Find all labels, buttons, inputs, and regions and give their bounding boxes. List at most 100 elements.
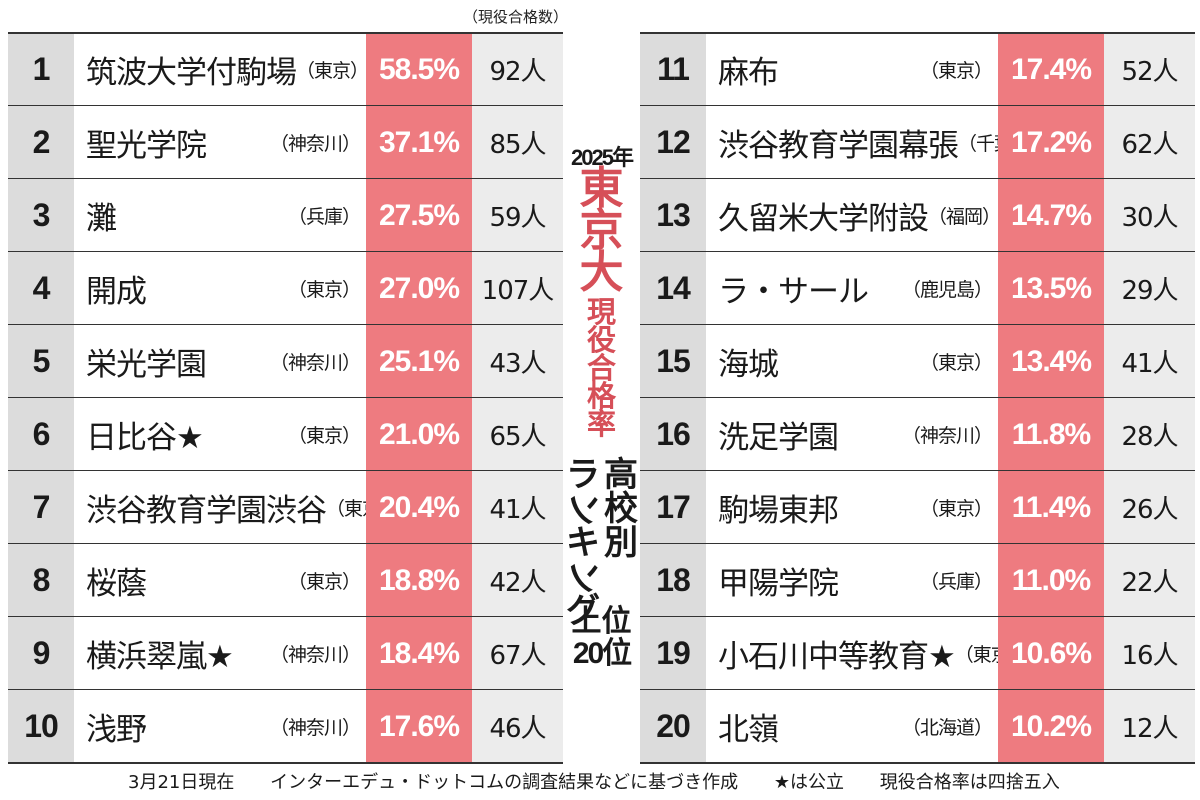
pass-rate-cell: 18.4% [366,617,472,690]
prefecture-label: （東京） [287,279,361,301]
school-cell: 浅野 （神奈川） [74,690,366,763]
pass-count-cell: 41人 [1104,325,1195,398]
pass-count-cell: 43人 [472,325,563,398]
school-name: 聖光学院 [86,128,207,164]
rank-cell: 5 [8,325,74,398]
school-cell: 日比谷★ （東京） [74,398,366,471]
prefecture-label: （東京） [919,352,993,374]
school-name: 甲陽学院 [718,566,839,602]
prefecture-label: （神奈川） [269,644,361,666]
school-name: ラ・サール [718,274,869,310]
table-row: 17 駒場東邦 （東京） 11.4% 26人 [640,471,1195,545]
table-row: 6 日比谷★ （東京） 21.0% 65人 [8,398,563,472]
pass-count-cell: 30人 [1104,179,1195,252]
school-name: 久留米大学附設 [718,201,929,237]
prefecture-label: （東京） [287,425,361,447]
rank-cell: 2 [8,106,74,179]
pass-count-cell: 22人 [1104,544,1195,617]
school-name: 開成 [86,274,147,310]
pass-rate-cell: 17.2% [998,106,1104,179]
top-20-label: 上位 20位 [564,606,639,670]
school-cell: ラ・サール （鹿児島） [706,252,998,325]
table-row: 2 聖光学院 （神奈川） 37.1% 85人 [8,106,563,180]
school-name: 横浜翠嵐★ [86,639,234,675]
pass-rate-cell: 37.1% [366,106,472,179]
prefecture-label: （神奈川） [269,352,361,374]
prefecture-label: （兵庫） [919,571,993,593]
prefecture-label: （東京） [919,60,993,82]
rank-cell: 4 [8,252,74,325]
top-label-1: 上位 [571,604,632,639]
pass-count-cell: 29人 [1104,252,1195,325]
footer-date: 3月21日現在 [128,772,235,793]
header-note: （現役合格数） [463,8,569,26]
prefecture-label: （福岡） [928,206,1001,228]
school-name: 栄光学園 [86,347,207,383]
pass-rate-cell: 20.4% [366,471,472,544]
pass-count-cell: 65人 [472,398,563,471]
pass-count-cell: 28人 [1104,398,1195,471]
school-cell: 栄光学園 （神奈川） [74,325,366,398]
table-row: 12 渋谷教育学園幕張 （千葉） 17.2% 62人 [640,106,1195,180]
pass-count-cell: 46人 [472,690,563,763]
rank-cell: 8 [8,544,74,617]
prefecture-label: （東京） [287,571,361,593]
rank-cell: 20 [640,690,706,763]
school-cell: 麻布 （東京） [706,33,998,106]
pass-rate-cell: 21.0% [366,398,472,471]
pass-count-cell: 59人 [472,179,563,252]
school-name: 小石川中等教育★ [718,639,956,675]
school-cell: 海城 （東京） [706,325,998,398]
pass-count-cell: 85人 [472,106,563,179]
prefecture-label: （東京） [296,60,369,82]
school-name: 海城 [718,347,779,383]
rank-cell: 15 [640,325,706,398]
pass-rate-cell: 58.5% [366,33,472,106]
pass-count-cell: 107人 [472,252,563,325]
pass-count-cell: 67人 [472,617,563,690]
pass-rate-cell: 13.5% [998,252,1104,325]
pass-rate-cell: 17.4% [998,33,1104,106]
pass-rate-cell: 27.5% [366,179,472,252]
prefecture-label: （東京） [919,498,993,520]
rank-cell: 6 [8,398,74,471]
table-row: 7 渋谷教育学園渋谷 （東京） 20.4% 41人 [8,471,563,545]
rank-cell: 1 [8,33,74,106]
school-cell: 洗足学園 （神奈川） [706,398,998,471]
pass-count-cell: 52人 [1104,33,1195,106]
table-row: 1 筑波大学付駒場 （東京） 58.5% 92人 [8,32,563,107]
prefecture-label: （兵庫） [287,206,361,228]
table-row: 16 洗足学園 （神奈川） 11.8% 28人 [640,398,1195,472]
pass-rate-cell: 27.0% [366,252,472,325]
ranking-table-right: 11 麻布 （東京） 17.4% 52人 12 渋谷教育学園幕張 （千葉） 17.2% 62人 13… [640,32,1195,764]
title-column-1: 高校別 [604,455,638,563]
school-cell: 渋谷教育学園渋谷 （東京） [74,471,399,544]
prefecture-label: （神奈川） [269,717,361,739]
school-cell: 筑波大学付駒場 （東京） [74,33,369,106]
center-title-block: 2025年 東京大 現役合格率 高校別 ランキング 上位 20位 [563,140,639,680]
school-cell: 小石川中等教育★ （東京） [706,617,1028,690]
prefecture-label: （神奈川） [269,133,361,155]
school-name: 渋谷教育学園渋谷 [86,493,327,529]
pass-count-cell: 62人 [1104,106,1195,179]
rank-cell: 12 [640,106,706,179]
pass-count-cell: 26人 [1104,471,1195,544]
school-name: 筑波大学付駒場 [86,55,297,91]
pass-count-cell: 92人 [472,33,563,106]
school-cell: 聖光学院 （神奈川） [74,106,366,179]
rank-cell: 14 [640,252,706,325]
school-name: 北嶺 [718,712,779,748]
table-row: 14 ラ・サール （鹿児島） 13.5% 29人 [640,252,1195,326]
school-cell: 久留米大学附設 （福岡） [706,179,1001,252]
rank-cell: 3 [8,179,74,252]
school-cell: 桜蔭 （東京） [74,544,366,617]
pass-count-cell: 41人 [472,471,563,544]
school-name: 桜蔭 [86,566,147,602]
footer-source: インターエデュ・ドットコムの調査結果などに基づき作成 [270,772,739,793]
school-name: 浅野 [86,712,147,748]
table-row: 18 甲陽学院 （兵庫） 11.0% 22人 [640,544,1195,618]
table-row: 5 栄光学園 （神奈川） 25.1% 43人 [8,325,563,399]
prefecture-label: （神奈川） [901,425,993,447]
university-label: 東京大 [579,163,624,298]
table-row: 9 横浜翠嵐★ （神奈川） 18.4% 67人 [8,617,563,691]
